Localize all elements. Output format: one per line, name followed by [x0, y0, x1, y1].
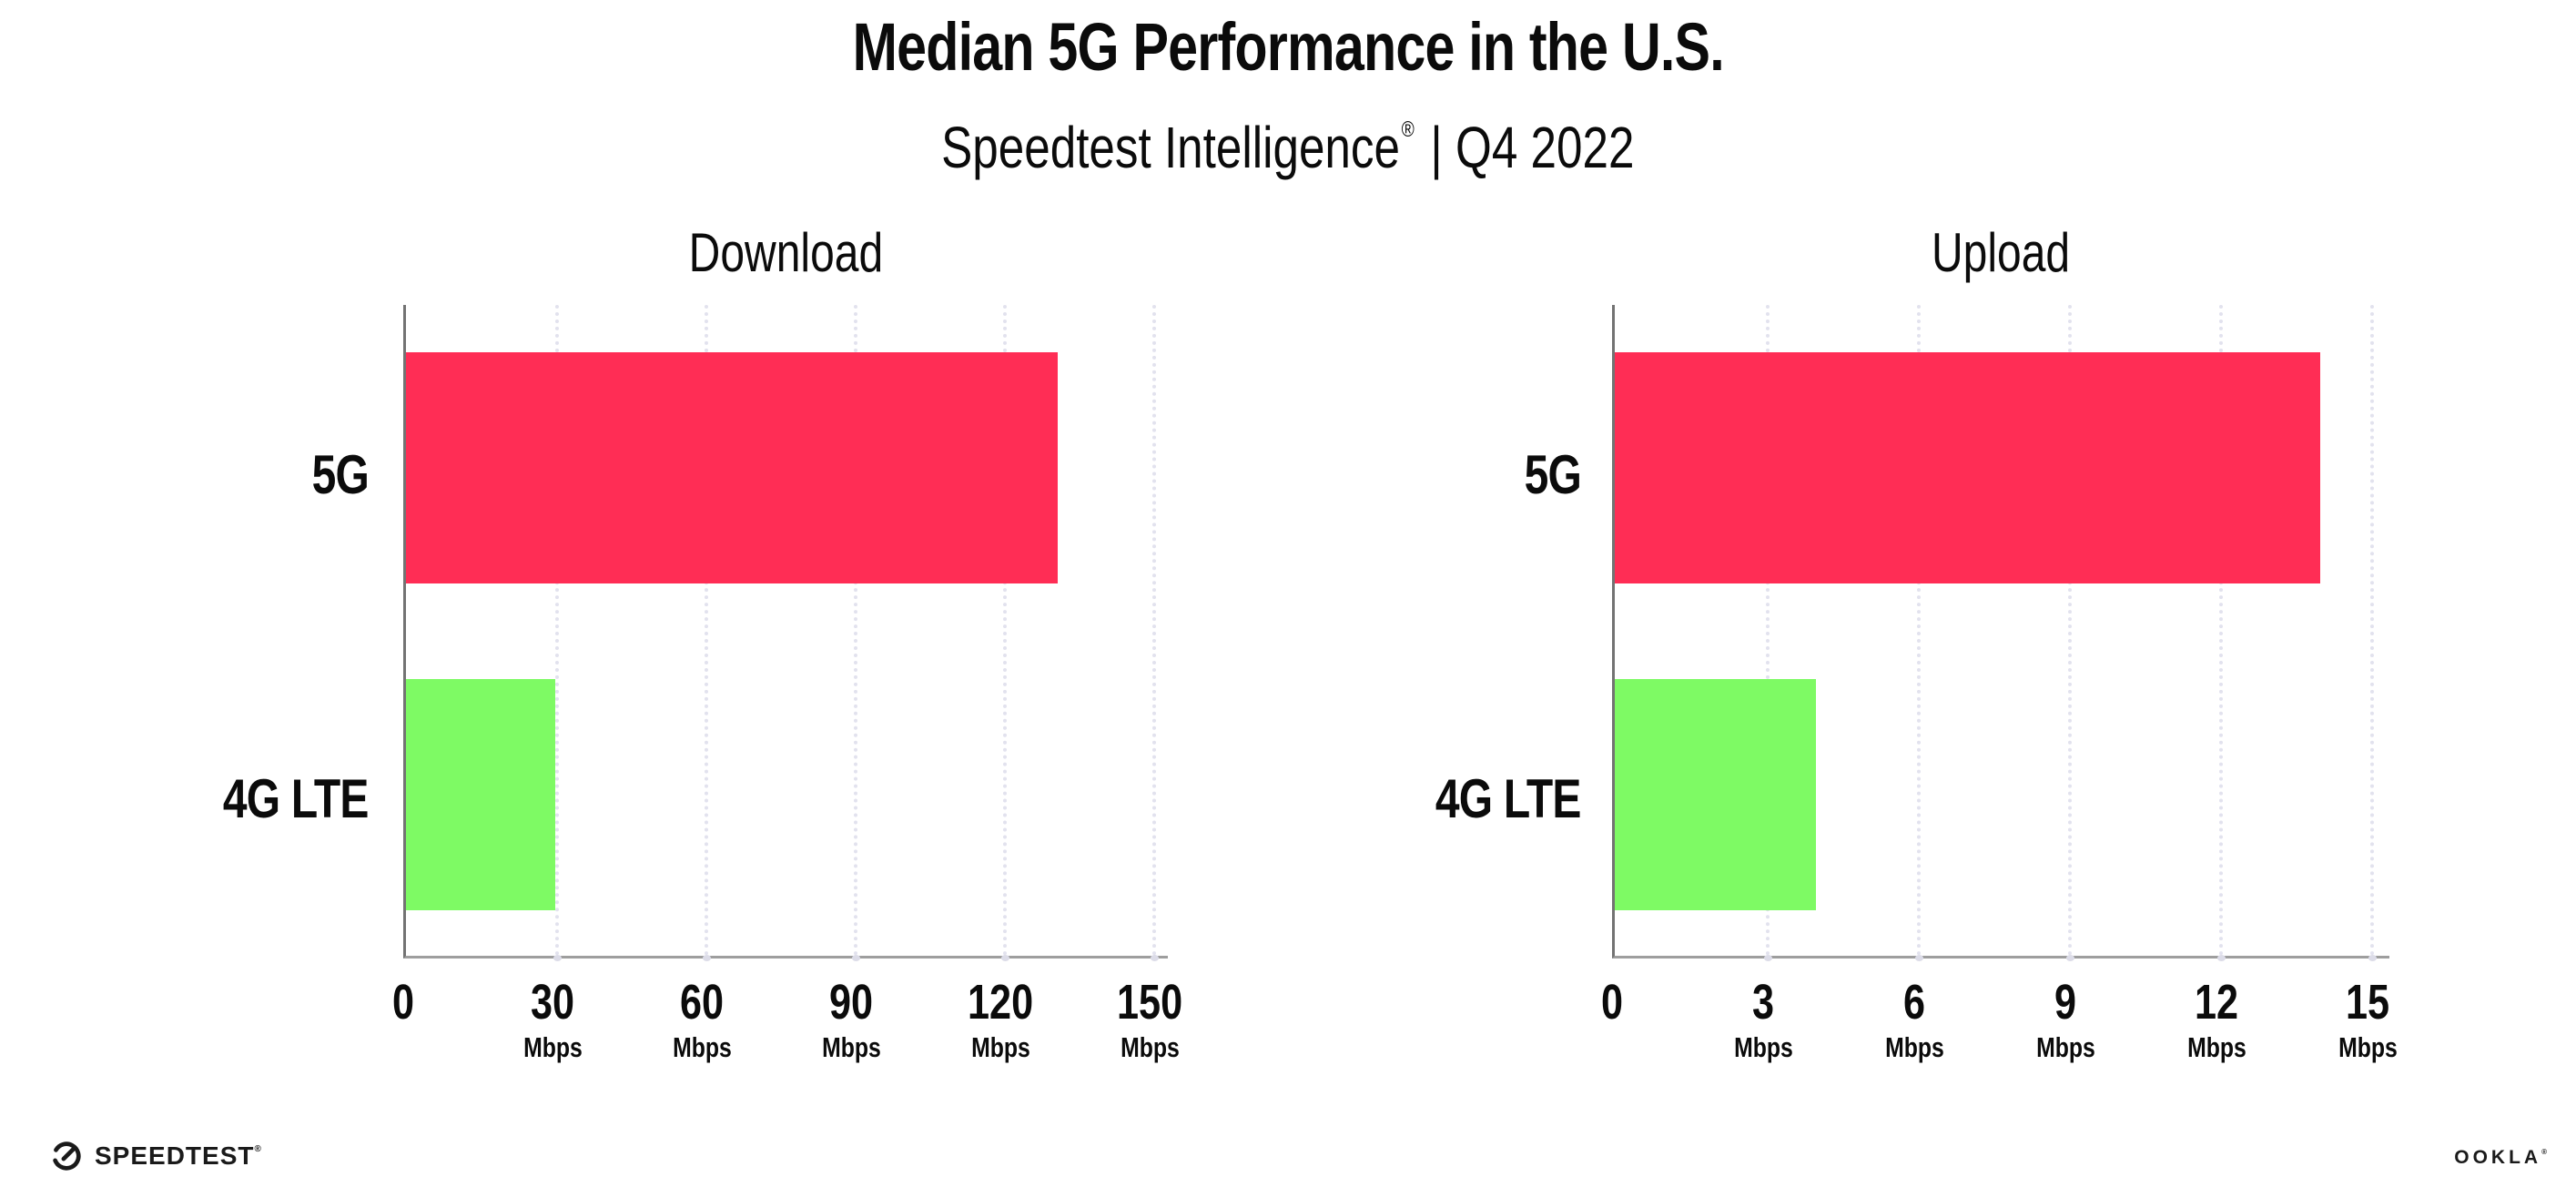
upload-x-axis: 0 3 Mbps 6 Mbps 9 Mbps 12 Mbps 15 Mbps	[1601, 976, 2397, 1103]
upload-plot-scale	[1615, 305, 2377, 961]
gridline-150	[1151, 305, 1159, 961]
x-tick-unit: Mbps	[1733, 1031, 1793, 1063]
category-label-4g-lte: 4G LTE	[1435, 768, 1581, 829]
x-tick-label: 9	[2054, 975, 2077, 1030]
page-title: Median 5G Performance in the U.S.	[0, 7, 2576, 87]
page-title-text: Median 5G Performance in the U.S.	[852, 9, 1724, 85]
ookla-logo: OOKLA®	[2454, 1147, 2547, 1169]
x-tick-12: 12 Mbps	[2107, 976, 2326, 1065]
x-tick-unit: Mbps	[970, 1031, 1030, 1063]
upload-chart-title: Upload	[1612, 222, 2389, 284]
x-tick-3: 3 Mbps	[1654, 976, 1872, 1065]
bar-4g-lte	[406, 679, 555, 910]
gridline-12	[2217, 305, 2226, 961]
x-tick-unit: Mbps	[2186, 1031, 2246, 1063]
x-tick-30: 30 Mbps	[443, 976, 662, 1065]
x-tick-label: 6	[1902, 975, 1926, 1030]
x-tick-150: 150 Mbps	[1040, 976, 1259, 1065]
category-label-4g-lte: 4G LTE	[223, 768, 369, 829]
x-tick-9: 9 Mbps	[1956, 976, 2175, 1065]
bar-5g	[1615, 352, 2320, 583]
gridline-120	[1001, 305, 1009, 961]
gridline-9	[2066, 305, 2074, 961]
x-tick-unit: Mbps	[821, 1031, 881, 1063]
x-tick-unit: Mbps	[1884, 1031, 1944, 1063]
category-label-5g: 5G	[1524, 444, 1582, 505]
bar-5g	[406, 352, 1059, 583]
download-chart-title-text: Download	[688, 222, 883, 283]
upload-chart-title-text: Upload	[1931, 222, 2071, 283]
ookla-logo-text: OOKLA	[2454, 1147, 2542, 1168]
gridline-60	[703, 305, 711, 961]
download-x-axis: 0 30 Mbps 60 Mbps 90 Mbps 120 Mbps 150 Mbps	[392, 976, 1182, 1103]
x-tick-label: 0	[391, 975, 415, 1030]
x-tick-label: 12	[2194, 975, 2239, 1030]
bar-4g-lte	[1615, 679, 1817, 910]
download-chart-title: Download	[403, 222, 1168, 284]
gridline-6	[1915, 305, 1923, 961]
speedtest-logo-text: SPEEDTEST®	[95, 1141, 262, 1170]
ookla-registered-mark: ®	[2541, 1148, 2547, 1156]
x-tick-unit: Mbps	[1120, 1031, 1180, 1063]
gridline-3	[1764, 305, 1772, 961]
x-tick-15: 15 Mbps	[2258, 976, 2477, 1065]
page-subtitle-text: Speedtest Intelligence® | Q4 2022	[941, 91, 1634, 187]
gridline-30	[553, 305, 562, 961]
x-tick-90: 90 Mbps	[742, 976, 960, 1065]
subtitle-period: Q4 2022	[1455, 115, 1635, 180]
download-plot-area	[403, 305, 1168, 961]
x-tick-label: 0	[1600, 975, 1624, 1030]
x-tick-6: 6 Mbps	[1805, 976, 2023, 1065]
x-tick-0: 0	[1503, 976, 1721, 1029]
gridline-15	[2368, 305, 2377, 961]
category-label-5g: 5G	[311, 444, 370, 505]
x-tick-label: 60	[679, 975, 725, 1030]
x-tick-unit: Mbps	[2035, 1031, 2095, 1063]
x-tick-120: 120 Mbps	[891, 976, 1110, 1065]
x-tick-label: 3	[1751, 975, 1775, 1030]
speedtest-registered-mark: ®	[254, 1144, 262, 1154]
x-tick-label: 90	[828, 975, 874, 1030]
x-tick-60: 60 Mbps	[593, 976, 811, 1065]
page-subtitle: Speedtest Intelligence® | Q4 2022	[0, 91, 2576, 187]
upload-plot-area	[1612, 305, 2389, 961]
subtitle-registered-mark: ®	[1401, 117, 1415, 142]
x-tick-label: 30	[530, 975, 575, 1030]
x-tick-unit: Mbps	[672, 1031, 732, 1063]
subtitle-divider: |	[1430, 115, 1443, 180]
x-tick-label: 15	[2345, 975, 2390, 1030]
x-tick-0: 0	[294, 976, 512, 1029]
x-tick-unit: Mbps	[2338, 1031, 2398, 1063]
x-tick-label: 120	[967, 975, 1034, 1030]
x-tick-unit: Mbps	[522, 1031, 583, 1063]
subtitle-brand: Speedtest Intelligence	[941, 115, 1401, 180]
x-tick-label: 150	[1116, 975, 1183, 1030]
download-plot-scale	[406, 305, 1159, 961]
gridline-90	[852, 305, 860, 961]
speedtest-logo: SPEEDTEST®	[50, 1140, 262, 1172]
speedtest-gauge-icon	[52, 1141, 81, 1171]
